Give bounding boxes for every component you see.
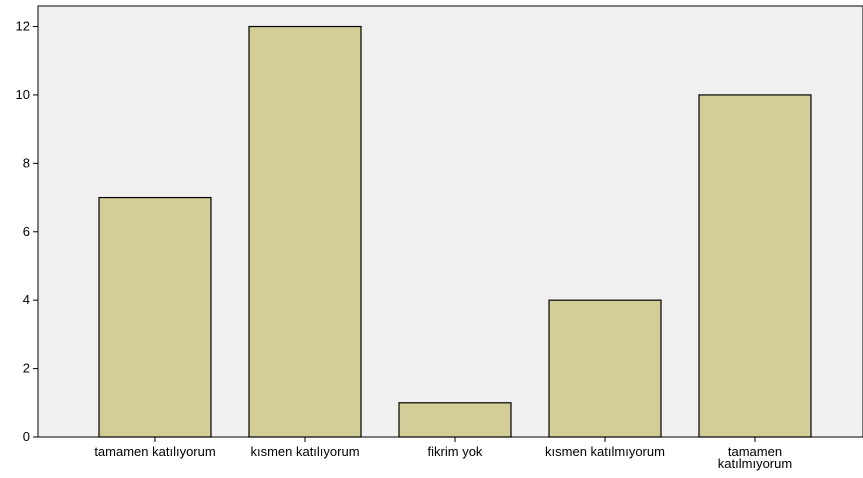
x-tick-label-line: tamamen katılıyorum bbox=[94, 444, 215, 459]
bar bbox=[98, 196, 212, 438]
x-tick-label: kısmen katılıyorum bbox=[250, 444, 359, 459]
y-axis: 0 2 4 6 8 10 12 bbox=[16, 19, 38, 444]
bars bbox=[98, 25, 812, 438]
x-tick-label: tamamen katılmıyorum bbox=[718, 444, 792, 471]
x-tick-label-line: katılmıyorum bbox=[718, 456, 792, 471]
y-tick-label: 8 bbox=[23, 155, 30, 170]
bar bbox=[548, 299, 662, 438]
y-tick-label: 10 bbox=[16, 87, 30, 102]
y-tick-label: 0 bbox=[23, 429, 30, 444]
x-axis: tamamen katılıyorum kısmen katılıyorum fik… bbox=[94, 437, 792, 471]
x-tick-label-line: kısmen katılıyorum bbox=[250, 444, 359, 459]
x-tick-label-line: kısmen katılmıyorum bbox=[545, 444, 665, 459]
y-tick-label: 2 bbox=[23, 361, 30, 376]
x-tick-label-line: tamamen bbox=[728, 444, 782, 459]
bar bbox=[698, 94, 812, 438]
y-tick-label: 4 bbox=[23, 292, 30, 307]
x-tick-label: fikrim yok bbox=[428, 444, 483, 459]
y-tick-label: 12 bbox=[16, 19, 30, 34]
y-tick-label: 6 bbox=[23, 224, 30, 239]
x-tick-label: kısmen katılmıyorum bbox=[545, 444, 665, 459]
bar bbox=[398, 402, 512, 438]
bar bbox=[248, 25, 362, 438]
x-tick-label-line: fikrim yok bbox=[428, 444, 483, 459]
x-tick-label: tamamen katılıyorum bbox=[94, 444, 215, 459]
